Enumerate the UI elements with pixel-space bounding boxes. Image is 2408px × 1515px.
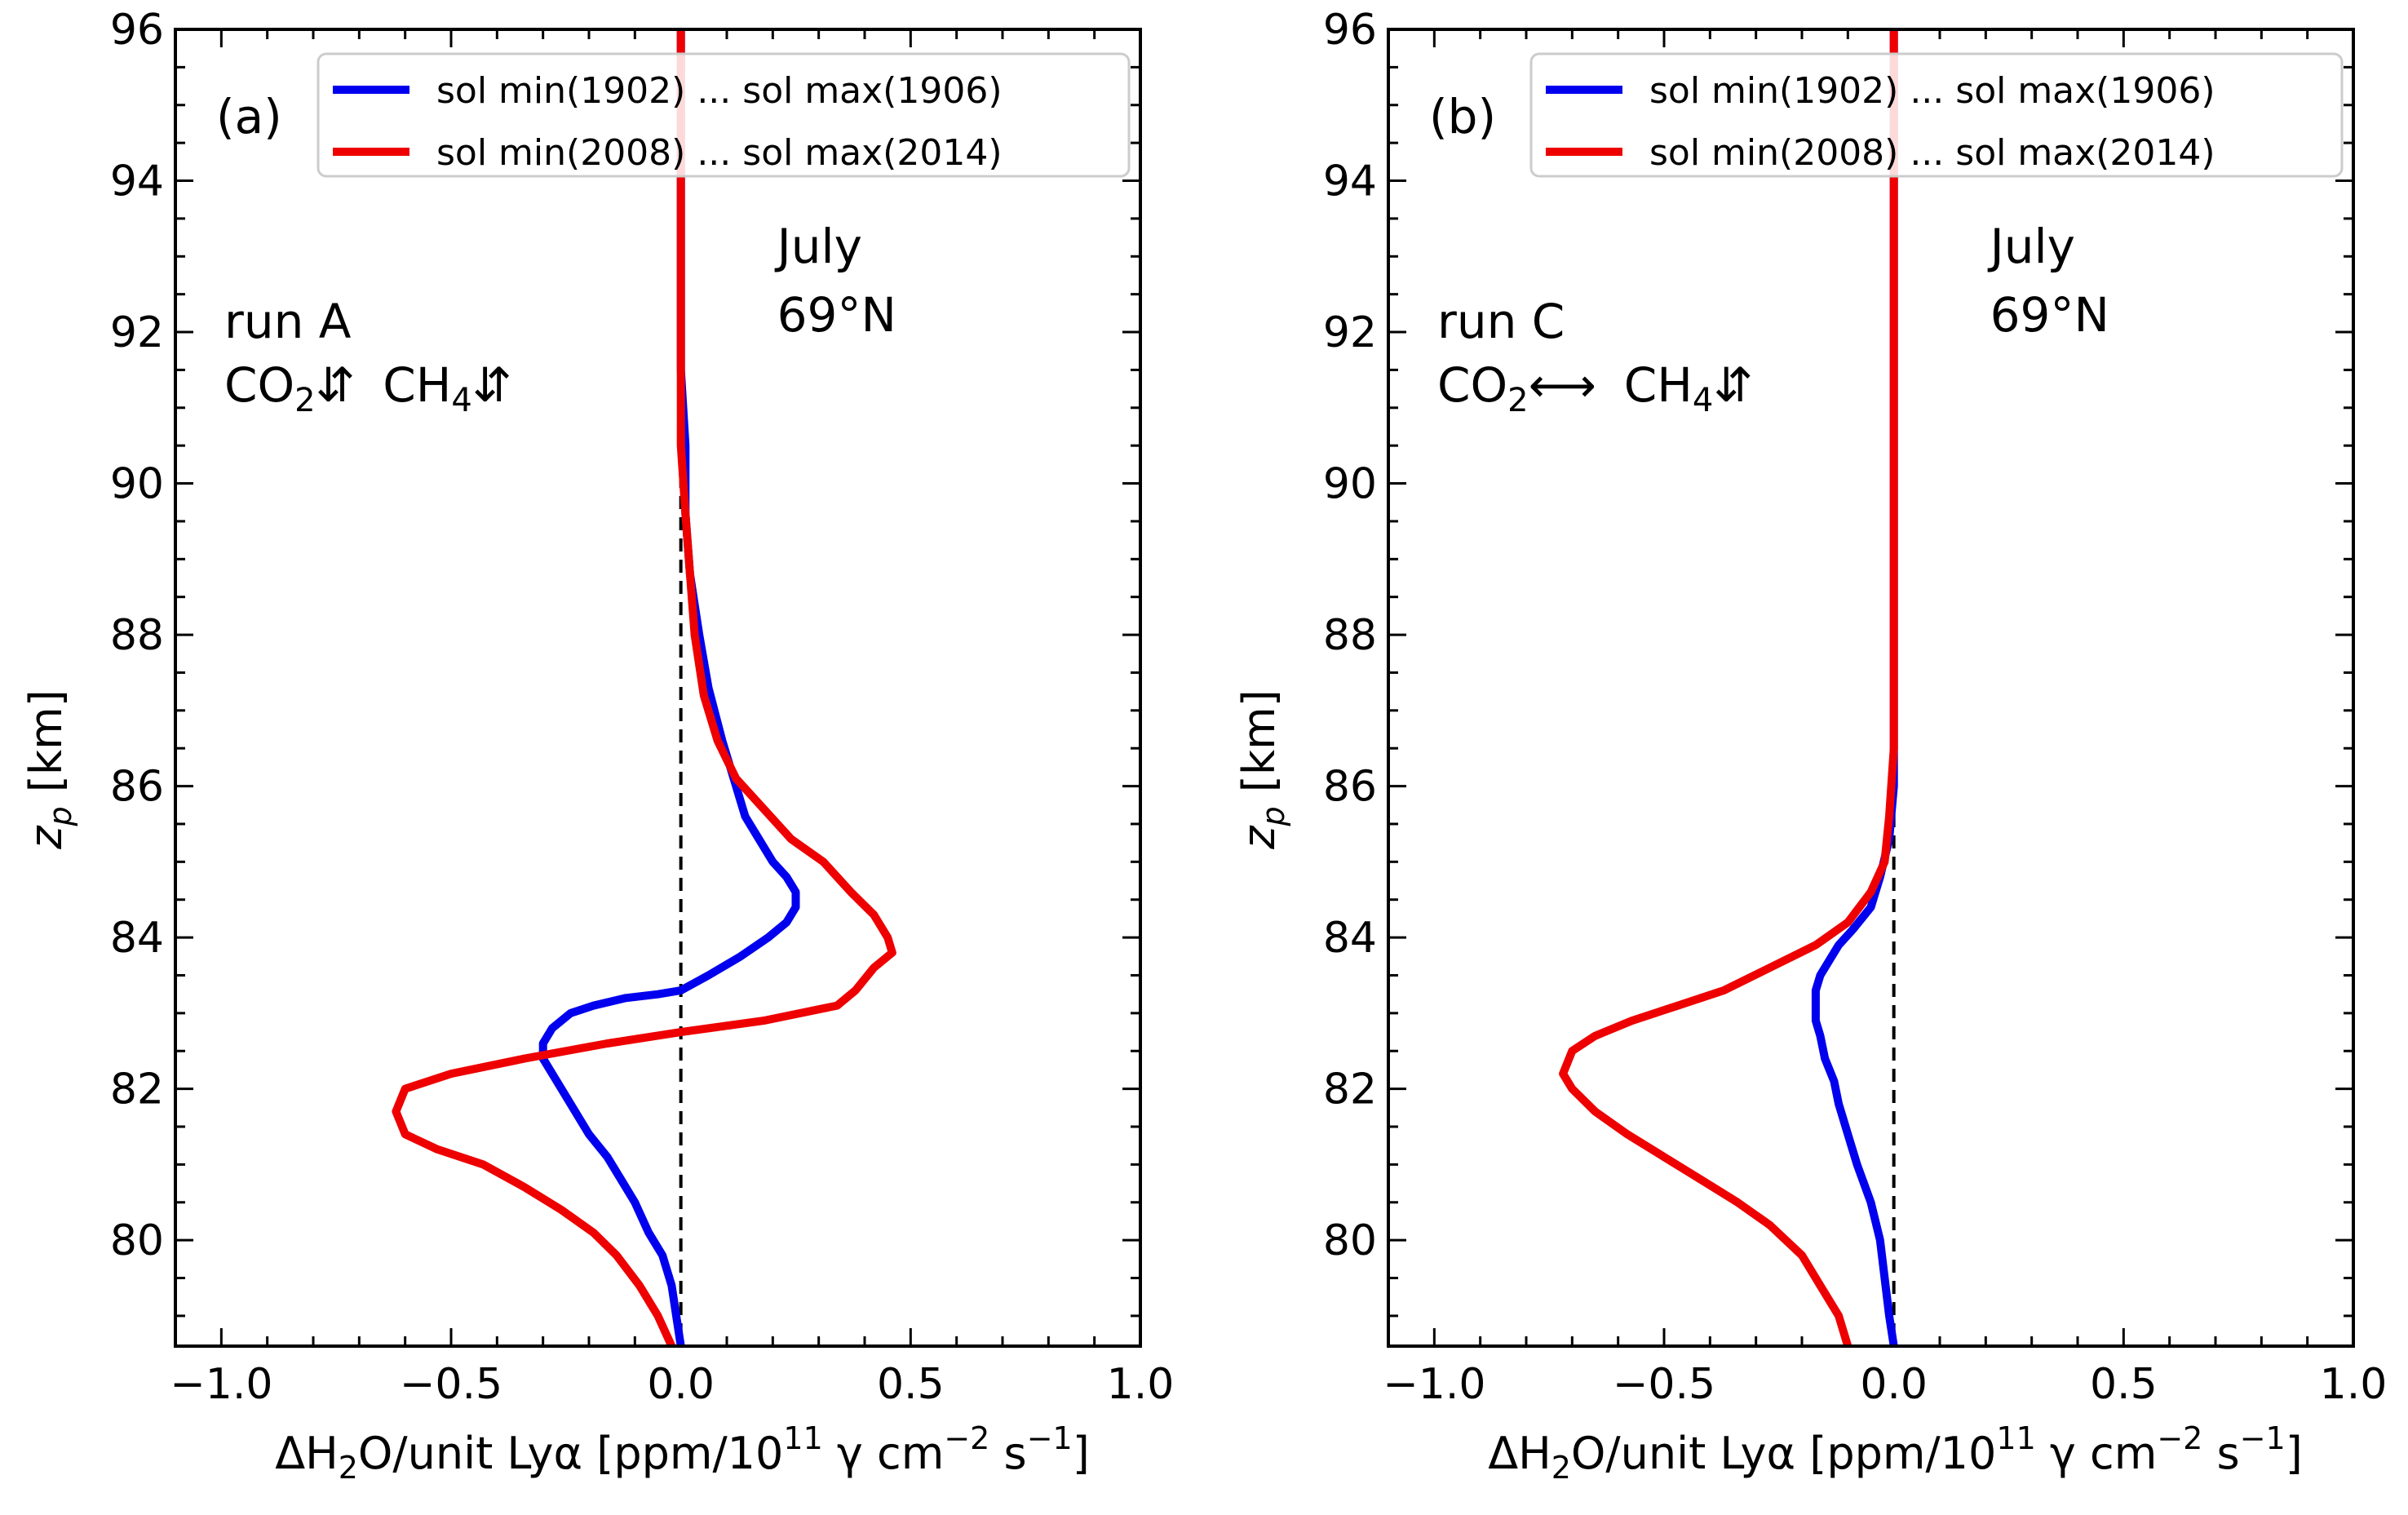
series-line-red [1559,29,1898,1346]
xlabel-part: O/unit Lyα [ppm/10 [358,1428,783,1479]
plot-frame [174,28,1142,1348]
y-tick-label: 94 [110,157,164,206]
series-group [392,29,896,1346]
co2-sub: 2 [1507,382,1528,419]
month-label: July [775,219,862,274]
gas-scenario: CO2⟷ CH4⇵ [1437,357,1753,419]
co2-arrow: ⇵ [316,357,356,413]
y-tick-label: 80 [110,1216,164,1265]
xlabel-part: O/unit Lyα [ppm/10 [1571,1428,1996,1479]
ch4-arrow: ⇵ [472,357,512,413]
xlabel-part: ] [2286,1428,2303,1479]
y-tick-label: 88 [110,611,164,660]
series-line-red [392,29,896,1346]
x-tick-label: −1.0 [170,1360,272,1409]
latitude-label: 69°N [777,287,896,343]
x-tick-label: 1.0 [1107,1360,1175,1409]
x-tick-label: 0.5 [2090,1360,2158,1409]
y-tick-label: 92 [1323,308,1377,357]
legend-label: sol min(1902) ... sol max(1906) [1649,70,2215,112]
series-line-blue [538,29,800,1346]
x-tick-label: −1.0 [1383,1360,1485,1409]
xlabel-sub: 2 [1551,1450,1571,1486]
series-line-blue [1811,29,1898,1346]
y-axis-label: zp [km] [1233,689,1291,850]
y-tick-label: 82 [1323,1065,1377,1114]
legend-label: sol min(2008) ... sol max(2014) [1649,132,2215,174]
y-tick-label: 86 [110,763,164,812]
xlabel-part: ] [1073,1428,1090,1479]
legend-box [1529,52,2344,178]
x-tick-label: 0.0 [647,1360,715,1409]
y-tick-label: 80 [1323,1216,1377,1265]
xlabel-part: γ cm [823,1428,945,1479]
ch4-text: CH [1624,357,1693,413]
xlabel-sup: −2 [2157,1420,2202,1456]
co2-text: CO [224,357,294,413]
gas-scenario: CO2⇵ CH4⇵ [224,357,511,419]
ylabel-sub: p [42,806,78,826]
latitude-label: 69°N [1990,287,2109,343]
x-tick-label: −0.5 [400,1360,502,1409]
x-tick-label: 0.0 [1860,1360,1928,1409]
ylabel-part: z [1233,825,1285,850]
x-axis-label: ΔH2O/unit Lyα [ppm/1011 γ cm−2 s−1] [275,1420,1090,1486]
ylabel-sub: p [1255,806,1291,826]
legend-label: sol min(1902) ... sol max(1906) [436,70,1003,112]
xlabel-sup: 11 [1996,1420,2035,1456]
ch4-sub: 4 [451,382,471,419]
ylabel-part: [km] [20,689,72,806]
ch4-arrow: ⇵ [1713,357,1753,413]
y-tick-label: 82 [110,1065,164,1114]
y-tick-label: 96 [1323,6,1377,55]
xlabel-sup: 11 [783,1420,822,1456]
y-tick-label: 84 [110,914,164,963]
xlabel-sup: −1 [2240,1420,2286,1456]
y-tick-label: 88 [1323,611,1377,660]
x-tick-label: −0.5 [1613,1360,1715,1409]
xlabel-part: ΔH [275,1428,339,1479]
co2-text: CO [1437,357,1507,413]
panel-b: 80 82 84 86 88 90 92 94 96 −1.0 −0.5 0.0 0.5 1.0 sol m… [1233,6,2387,1486]
y-tick-label: 90 [110,460,164,509]
panel-label: (b) [1429,89,1496,144]
x-tick-label: 0.5 [877,1360,945,1409]
co2-sub: 2 [294,382,315,419]
month-label: July [1988,219,2075,274]
co2-arrow: ⟷ [1529,357,1596,413]
ch4-text: CH [383,357,451,413]
y-axis-label: zp [km] [20,689,78,850]
x-axis-label: ΔH2O/unit Lyα [ppm/1011 γ cm−2 s−1] [1488,1420,2303,1486]
xlabel-part: s [2202,1428,2239,1479]
xlabel-part: γ cm [2036,1428,2158,1479]
legend-label: sol min(2008) ... sol max(2014) [436,132,1003,174]
run-label: run A [224,294,352,349]
xlabel-part: ΔH [1488,1428,1551,1479]
run-label: run C [1437,294,1565,349]
xlabel-sub: 2 [339,1450,358,1486]
ylabel-part: z [20,825,72,850]
ylabel-part: [km] [1233,689,1285,806]
xlabel-sup: −2 [944,1420,989,1456]
plot-frame [1387,28,2355,1348]
y-tick-label: 84 [1323,914,1377,963]
x-tick-label: 1.0 [2320,1360,2388,1409]
legend-box [316,52,1131,178]
xlabel-sup: −1 [1027,1420,1073,1456]
y-tick-label: 90 [1323,460,1377,509]
xlabel-part: s [989,1428,1026,1479]
panel-a: 80 82 84 86 88 90 92 94 96 −1.0 −0.5 0.0 0.5 1.0 sol m… [20,6,1174,1486]
ch4-sub: 4 [1693,382,1713,419]
series-group [1559,29,1898,1346]
panel-label: (a) [216,89,282,144]
y-tick-label: 96 [110,6,164,55]
y-tick-label: 86 [1323,763,1377,812]
y-tick-label: 94 [1323,157,1377,206]
y-tick-label: 92 [110,308,164,357]
